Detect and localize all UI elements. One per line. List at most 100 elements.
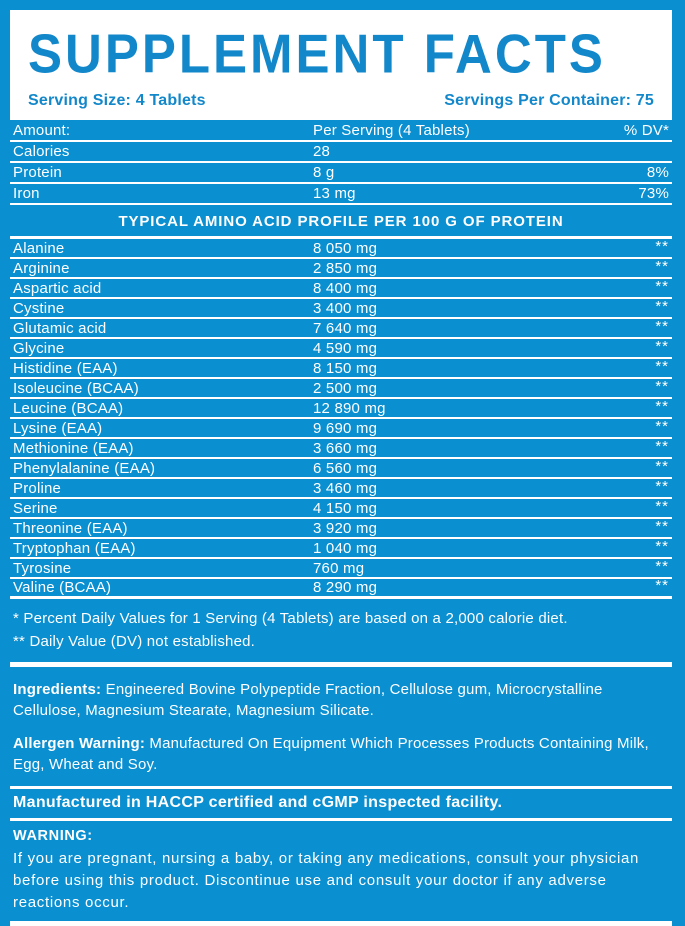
nutrient-dv: 73% (638, 185, 669, 202)
column-per-serving: Per Serving (4 Tablets) (313, 121, 470, 139)
amino-row: Alanine 8 050 mg ** (10, 237, 672, 259)
amino-row: Arginine 2 850 mg ** (10, 257, 672, 279)
footnotes: * Percent Daily Values for 1 Serving (4 … (10, 599, 672, 662)
amino-amount: 3 400 mg (313, 299, 378, 317)
amino-row: Serine 4 150 mg ** (10, 497, 672, 519)
supplement-facts-label: { "colors": { "background_blue": "#0A8FD… (0, 10, 685, 926)
amino-amount: 3 460 mg (313, 479, 378, 497)
facts-rows: Calories 28 Protein 8 g 8% Iron 13 mg 73… (10, 142, 672, 205)
amino-rows: Alanine 8 050 mg ** Arginine 2 850 mg **… (10, 237, 672, 599)
amino-profile-header: TYPICAL AMINO ACID PROFILE PER 100 G OF … (10, 205, 672, 239)
serving-size: Serving Size: 4 Tablets (28, 92, 206, 109)
column-dv: % DV* (623, 121, 669, 139)
amino-dv: ** (655, 477, 669, 495)
divider (10, 921, 672, 926)
allergen-text: Manufactured On Equipment Which Processe… (13, 735, 649, 773)
amino-amount: 760 mg (313, 559, 365, 577)
amino-name: Alanine (13, 239, 65, 257)
label-content: SUPPLEMENT FACTS Serving Size: 4 Tablets… (10, 10, 672, 926)
facts-row: Protein 8 g 8% (10, 163, 672, 184)
amino-amount: 3 920 mg (313, 519, 378, 537)
amino-row: Lysine (EAA) 9 690 mg ** (10, 417, 672, 439)
amino-name: Arginine (13, 259, 70, 277)
amino-amount: 4 150 mg (313, 499, 378, 517)
amino-name: Methionine (EAA) (13, 439, 134, 457)
divider (10, 786, 672, 789)
amino-row: Aspartic acid 8 400 mg ** (10, 277, 672, 299)
amino-name: Histidine (EAA) (13, 359, 118, 377)
nutrient-amount: 8 g (313, 164, 335, 181)
amino-dv: ** (655, 377, 669, 395)
amino-amount: 8 400 mg (313, 279, 378, 297)
amino-dv: ** (655, 337, 669, 355)
amino-dv: ** (655, 537, 669, 555)
amino-amount: 2 850 mg (313, 259, 378, 277)
divider (10, 662, 672, 667)
warning-title: WARNING: (13, 828, 93, 844)
amino-row: Leucine (BCAA) 12 890 mg ** (10, 397, 672, 419)
amino-row: Glycine 4 590 mg ** (10, 337, 672, 359)
warning-text: If you are pregnant, nursing a baby, or … (13, 850, 640, 911)
facts-table-header: Amount: Per Serving (4 Tablets) % DV* (10, 120, 672, 142)
amino-dv: ** (655, 317, 669, 335)
amino-name: Lysine (EAA) (13, 419, 103, 437)
footnote-not-established: ** Daily Value (DV) not established. (13, 633, 256, 650)
amino-name: Valine (BCAA) (13, 579, 112, 596)
amino-row: Tryptophan (EAA) 1 040 mg ** (10, 537, 672, 559)
ingredients-paragraph: Ingredients: Engineered Bovine Polypepti… (10, 679, 672, 721)
amino-amount: 7 640 mg (313, 319, 378, 337)
allergen-label: Allergen Warning: (13, 735, 146, 752)
amino-row: Proline 3 460 mg ** (10, 477, 672, 499)
nutrient-name: Calories (13, 143, 70, 160)
amino-dv: ** (655, 297, 669, 315)
amino-amount: 9 690 mg (313, 419, 378, 437)
nutrient-name: Protein (13, 164, 62, 181)
amino-name: Threonine (EAA) (13, 519, 128, 537)
header-panel: SUPPLEMENT FACTS Serving Size: 4 Tablets… (10, 10, 672, 120)
amino-amount: 1 040 mg (313, 539, 378, 557)
amino-row: Phenylalanine (EAA) 6 560 mg ** (10, 457, 672, 479)
divider (10, 818, 672, 821)
amino-row: Histidine (EAA) 8 150 mg ** (10, 357, 672, 379)
amino-amount: 8 150 mg (313, 359, 378, 377)
amino-name: Tryptophan (EAA) (13, 539, 136, 557)
allergen-paragraph: Allergen Warning: Manufactured On Equipm… (10, 733, 672, 775)
amino-name: Leucine (BCAA) (13, 399, 124, 417)
amino-dv: ** (655, 557, 669, 575)
amino-amount: 4 590 mg (313, 339, 378, 357)
amino-dv: ** (655, 457, 669, 475)
amino-dv: ** (655, 257, 669, 275)
ingredients-text: Engineered Bovine Polypeptide Fraction, … (13, 681, 603, 719)
ingredients-label: Ingredients: (13, 681, 102, 698)
amino-row: Isoleucine (BCAA) 2 500 mg ** (10, 377, 672, 399)
amino-row: Methionine (EAA) 3 660 mg ** (10, 438, 672, 459)
amino-dv: ** (655, 497, 669, 515)
amino-name: Phenylalanine (EAA) (13, 459, 156, 477)
amino-name: Glycine (13, 339, 65, 357)
servings-per-container: Servings Per Container: 75 (444, 92, 654, 109)
amino-dv: ** (655, 397, 669, 415)
nutrient-amount: 13 mg (313, 185, 356, 202)
amino-row: Threonine (EAA) 3 920 mg ** (10, 517, 672, 539)
amino-dv: ** (655, 517, 669, 535)
amino-amount: 8 050 mg (313, 239, 378, 257)
amino-row: Valine (BCAA) 8 290 mg ** (10, 577, 672, 599)
amino-name: Tyrosine (13, 559, 72, 577)
amino-row: Glutamic acid 7 640 mg ** (10, 317, 672, 339)
amino-dv: ** (655, 277, 669, 295)
facility-note: Manufactured in HACCP certified and cGMP… (13, 794, 503, 811)
amino-row: Cystine 3 400 mg ** (10, 297, 672, 319)
amino-dv: ** (655, 417, 669, 435)
amino-dv: ** (655, 357, 669, 375)
nutrient-amount: 28 (313, 143, 331, 160)
amino-name: Proline (13, 479, 62, 497)
nutrient-dv: 8% (646, 164, 669, 181)
amino-amount: 8 290 mg (313, 579, 378, 596)
amino-dv: ** (655, 237, 669, 255)
footnote-daily-values: * Percent Daily Values for 1 Serving (4 … (13, 610, 568, 627)
facts-row: Calories 28 (10, 142, 672, 163)
amino-row: Tyrosine 760 mg ** (10, 557, 672, 579)
amino-name: Serine (13, 499, 58, 517)
amino-amount: 12 890 mg (313, 399, 386, 417)
amino-name: Isoleucine (BCAA) (13, 379, 139, 397)
